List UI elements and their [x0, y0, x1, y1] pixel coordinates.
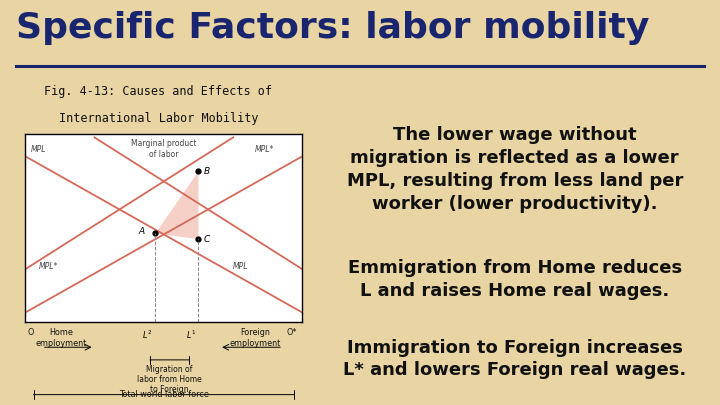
Text: MPL*: MPL* — [39, 262, 58, 271]
Text: Fig. 4-13: Causes and Effects of: Fig. 4-13: Causes and Effects of — [45, 85, 272, 98]
Text: Foreign
employment: Foreign employment — [230, 328, 281, 348]
Text: O: O — [28, 328, 35, 337]
Text: $L^2$: $L^2$ — [142, 328, 152, 341]
Text: MPL: MPL — [233, 262, 248, 271]
Polygon shape — [156, 171, 199, 239]
Text: Total world labor force: Total world labor force — [119, 390, 209, 399]
Text: C: C — [204, 234, 210, 244]
Text: O*: O* — [287, 328, 297, 337]
Text: Migration of
labor from Home
to Foreign: Migration of labor from Home to Foreign — [137, 364, 202, 394]
Text: Home
employment: Home employment — [35, 328, 87, 348]
Text: The lower wage without
migration is reflected as a lower
MPL, resulting from les: The lower wage without migration is refl… — [346, 126, 683, 213]
Text: Marginal product
of labor: Marginal product of labor — [131, 139, 197, 159]
Text: International Labor Mobility: International Labor Mobility — [58, 112, 258, 125]
Text: MPL*: MPL* — [256, 145, 274, 154]
Text: $L^1$: $L^1$ — [186, 328, 197, 341]
Text: B: B — [204, 167, 210, 176]
Text: Specific Factors: labor mobility: Specific Factors: labor mobility — [16, 11, 649, 45]
Text: A: A — [138, 227, 145, 236]
Text: Immigration to Foreign increases
L* and lowers Foreign real wages.: Immigration to Foreign increases L* and … — [343, 339, 686, 379]
Text: Emmigration from Home reduces
L and raises Home real wages.: Emmigration from Home reduces L and rais… — [348, 259, 682, 300]
Text: MPL: MPL — [31, 145, 46, 154]
